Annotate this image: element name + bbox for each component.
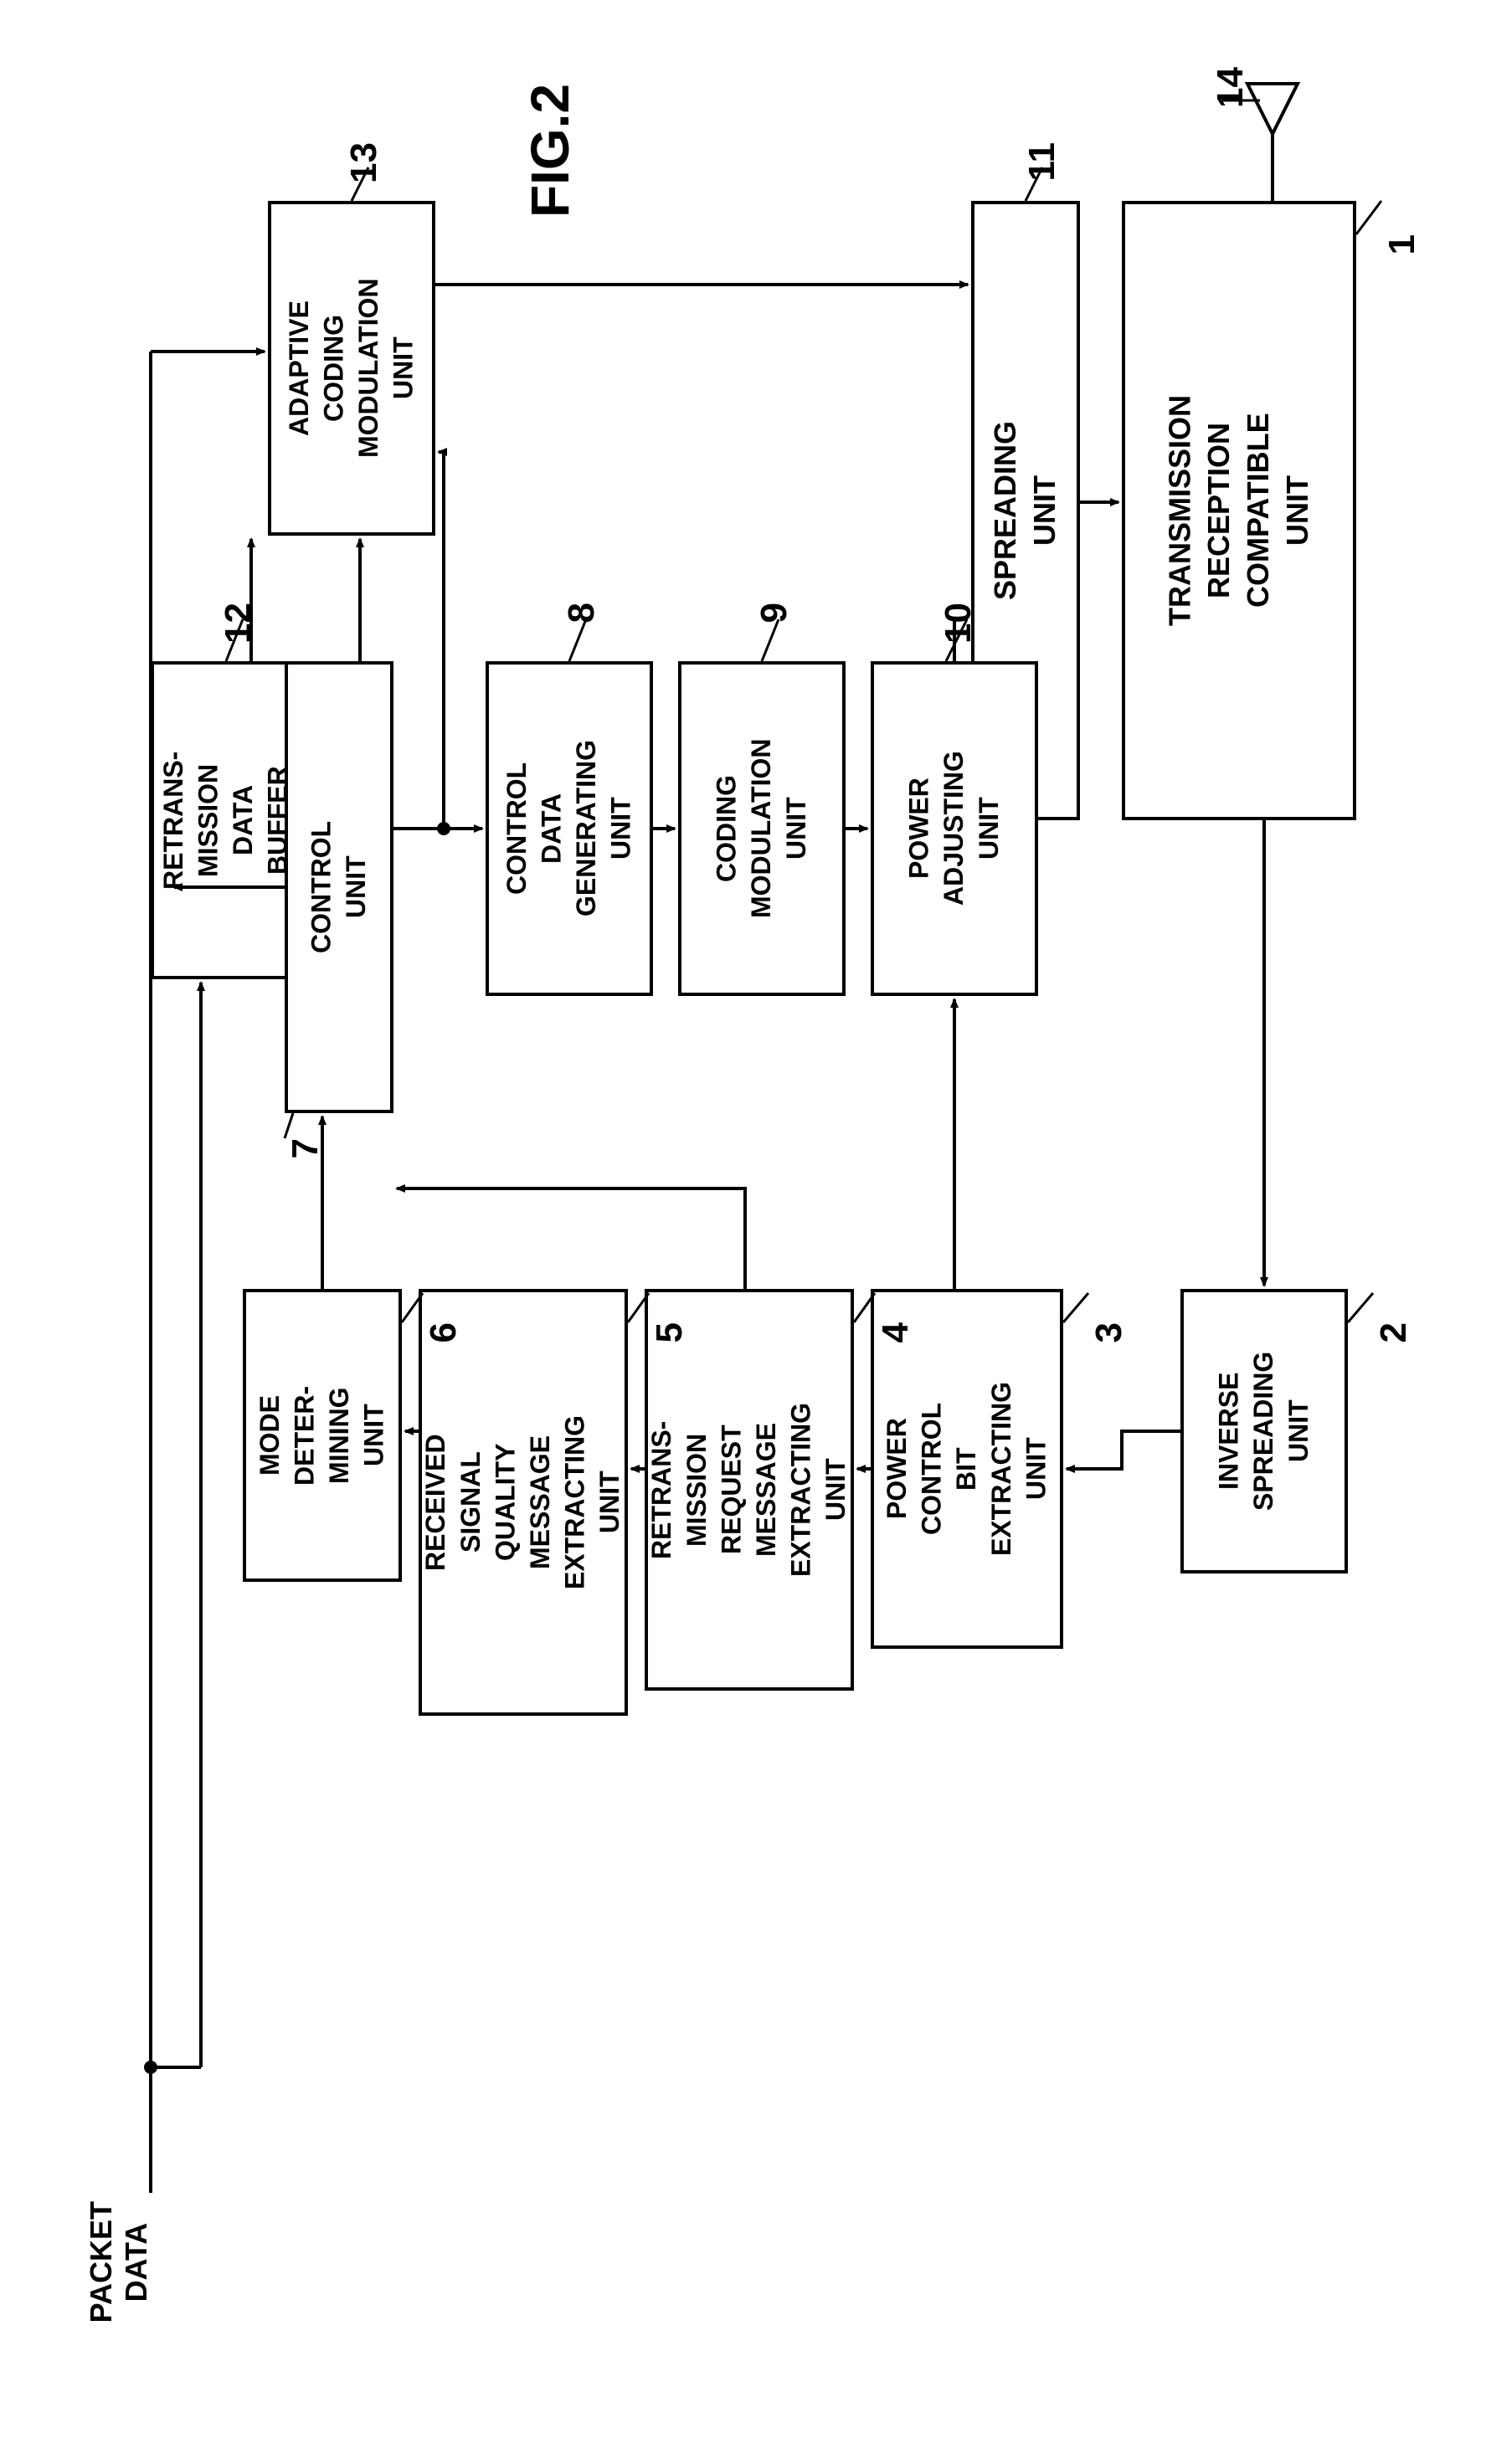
diagram-container: FIG.2 PACKET DATA TRANSMISSION RECEPTION… <box>33 33 1457 2427</box>
num-11: 11 <box>1021 142 1063 182</box>
num-8: 8 <box>561 603 603 623</box>
box-received-signal: RECEIVED SIGNAL QUALITY MESSAGE EXTRACTI… <box>419 1289 628 1716</box>
box-inverse-spreading: INVERSE SPREADING UNIT <box>1180 1289 1348 1573</box>
num-14: 14 <box>1210 67 1252 108</box>
num-12: 12 <box>218 603 260 644</box>
num-10: 10 <box>938 603 980 644</box>
box-adaptive-coding: ADAPTIVE CODING MODULATION UNIT <box>268 201 435 536</box>
num-4: 4 <box>875 1322 917 1342</box>
box-retrans-buffer: RETRANS- MISSION DATA BUFFER <box>151 661 301 979</box>
num-7: 7 <box>285 1138 327 1158</box>
box-coding-modulation: CODING MODULATION UNIT <box>678 661 846 996</box>
box-transmission-reception: TRANSMISSION RECEPTION COMPATIBLE UNIT <box>1122 201 1356 820</box>
box-control: CONTROL UNIT <box>285 661 393 1113</box>
figure-title: FIG.2 <box>519 84 581 218</box>
num-9: 9 <box>753 603 795 623</box>
num-5: 5 <box>649 1322 691 1342</box>
antenna-icon <box>1247 84 1298 201</box>
box-power-adjusting: POWER ADJUSTING UNIT <box>871 661 1038 996</box>
box-power-control-bit: POWER CONTROL BIT EXTRACTING UNIT <box>871 1289 1063 1649</box>
num-6: 6 <box>423 1322 465 1342</box>
num-3: 3 <box>1088 1322 1130 1342</box>
num-2: 2 <box>1373 1322 1415 1342</box>
box-control-data-gen: CONTROL DATA GENERATING UNIT <box>486 661 653 996</box>
packet-data-label: PACKET DATA <box>84 2201 154 2323</box>
num-1: 1 <box>1381 234 1423 254</box>
box-retrans-request: RETRANS- MISSION REQUEST MESSAGE EXTRACT… <box>645 1289 854 1691</box>
num-13: 13 <box>343 142 385 183</box>
box-mode-determining: MODE DETER- MINING UNIT <box>243 1289 402 1582</box>
